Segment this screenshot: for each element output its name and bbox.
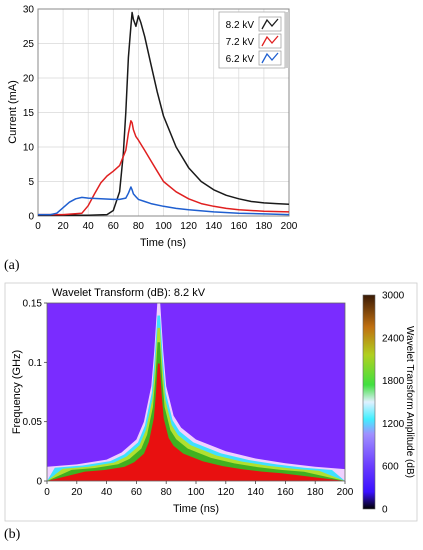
x-tick-label: 20 [58,221,70,232]
legend-scrollbar [285,12,289,68]
x-tick-label: 200 [337,487,354,498]
ridge-green-band [47,342,345,481]
y-tick-label: 0.1 [28,358,42,369]
legend: 8.2 kV 7.2 kV 6.2 kV [218,11,289,69]
x-tick-label: 40 [101,487,113,498]
plot-frame [37,8,290,217]
y-axis-label: Current (mA) [7,80,19,144]
x-tick-label: 80 [161,487,173,498]
legend-swatch [261,52,279,64]
colorbar-tick-labels: 0 600 1200 1800 2400 3000 [382,291,405,516]
legend-swatch [261,35,279,47]
x-axis-label: Time (ns) [140,237,186,249]
x-tick-label: 80 [133,221,145,232]
x-tick-label: 20 [71,487,83,498]
series-line [38,120,290,216]
x-tick-label: 140 [205,221,222,232]
x-tick-label: 140 [247,487,264,498]
colorbar-tick-label: 0 [382,505,388,516]
y-tick-label: 25 [23,39,35,50]
ridge-yellow-green-band [47,327,345,481]
x-tick-label: 180 [307,487,324,498]
series-line [38,11,290,217]
y-tick-labels: 0 5 10 15 20 25 30 [23,5,35,223]
colorbar [362,294,376,510]
legend-label: 7.2 kV [226,37,255,48]
x-tick-label: 0 [35,221,41,232]
x-tick-label: 60 [131,487,143,498]
y-tick-label: 0 [28,212,34,223]
x-tick-label: 40 [83,221,95,232]
x-tick-label: 200 [281,221,298,232]
colorbar-tick-label: 600 [382,462,399,473]
y-tick-label: 30 [23,5,35,16]
x-tick-labels: 0 20 40 60 80 100 120 140 160 180 200 [35,221,298,232]
legend-swatch [261,18,279,30]
x-tick-label: 60 [108,221,120,232]
panel-label-b: (b) [4,527,21,542]
x-tick-label: 100 [155,221,172,232]
x-tick-labels: 0 20 40 60 80 100 120 140 160 180 200 [44,481,354,498]
y-tick-label: 0.15 [23,299,43,310]
wavelet-heatmap-chart: Wavelet Transform (dB): 8.2 kV 0 20 40 60 80… [4,282,418,522]
series-lines [38,11,290,217]
colorbar-tick-label: 1200 [382,419,405,430]
x-tick-label: 100 [188,487,205,498]
series-line [38,186,290,216]
x-tick-label: 120 [217,487,234,498]
legend-label: 6.2 kV [226,54,255,65]
y-tick-label: 0.05 [23,417,43,428]
y-axis-label: Frequency (GHz) [11,350,23,434]
x-tick-label: 160 [277,487,294,498]
colorbar-tick-label: 1800 [382,376,405,387]
colorbar-tick-label: 2400 [382,333,405,344]
colorbar-label: Wavelet Transform Amplitude (dB) [404,326,415,478]
energy-ridge [47,303,345,481]
legend-label: 8.2 kV [226,20,255,31]
colorbar-tick-label: 3000 [382,291,405,302]
chart-title: Wavelet Transform (dB): 8.2 kV [52,287,206,299]
panel-label-a: (a) [4,258,20,273]
x-tick-label: 0 [44,487,50,498]
y-tick-label: 0 [36,477,42,488]
x-tick-label: 180 [256,221,273,232]
current-line-chart: 0 20 40 60 80 100 120 140 160 180 200 0 5 10 15 20 25 30… [7,5,298,250]
x-tick-label: 120 [180,221,197,232]
y-tick-label: 10 [23,143,35,154]
x-axis-label: Time (ns) [173,503,219,515]
x-tick-label: 160 [230,221,247,232]
y-tick-label: 20 [23,74,35,85]
y-tick-label: 5 [28,177,34,188]
y-tick-label: 15 [23,108,35,119]
y-tick-labels: 0 0.05 0.1 0.15 [23,299,47,488]
